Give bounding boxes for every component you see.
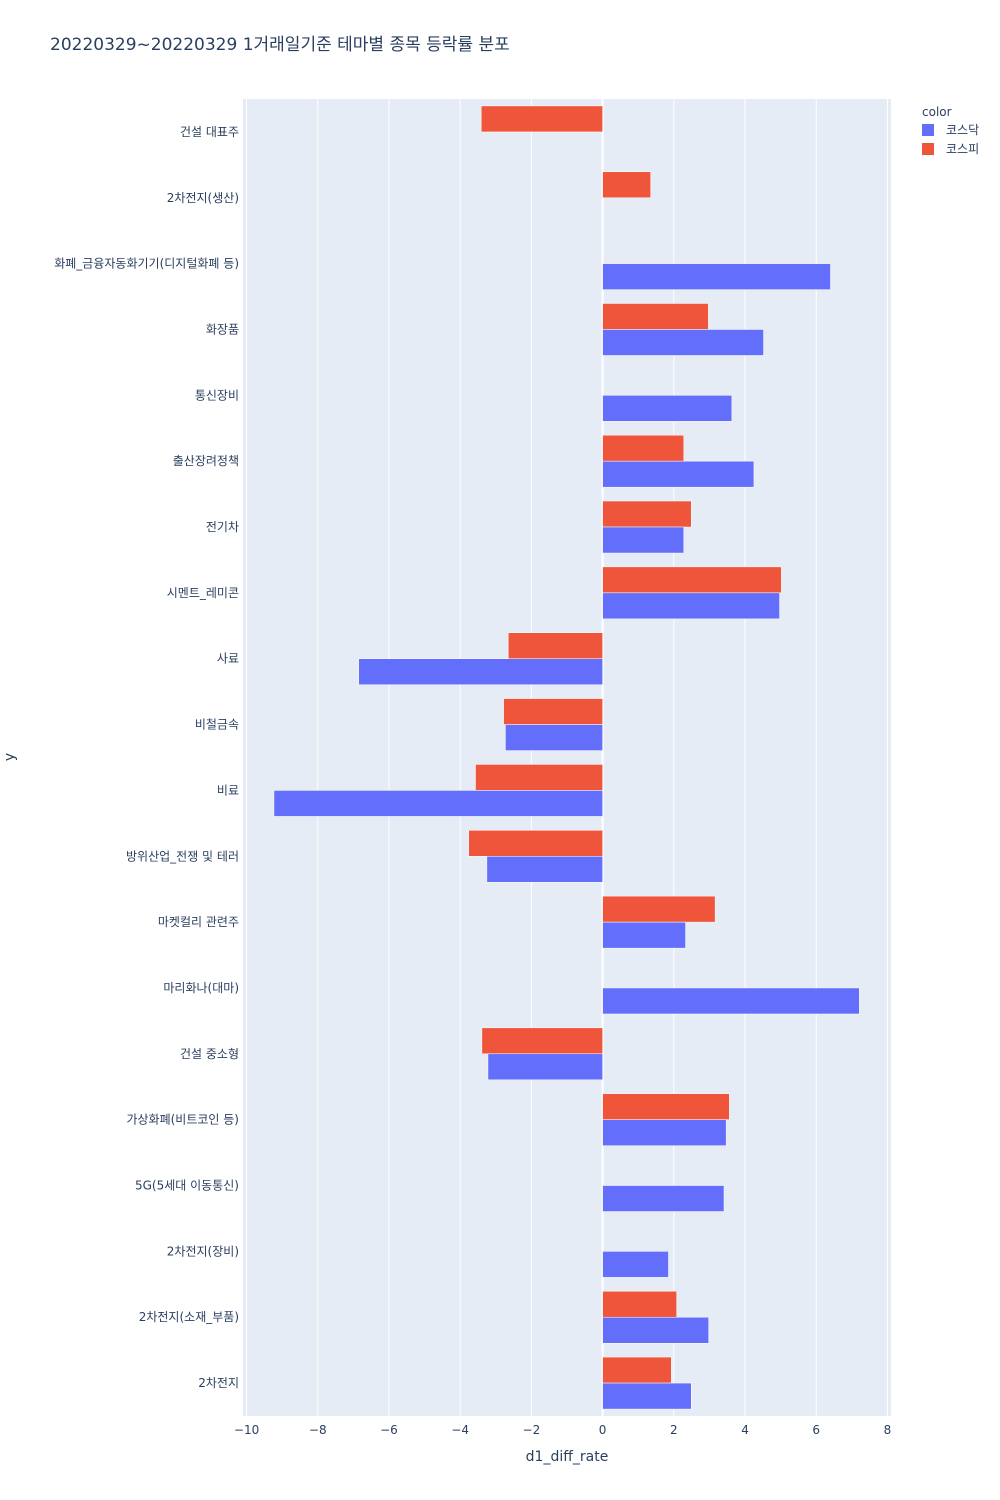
bar [602,263,831,290]
y-tick-label: 2차전지 [198,1376,239,1390]
y-tick-label: 비료 [217,783,239,797]
bar [602,1290,677,1318]
bar [602,895,716,923]
plot-area [243,99,891,1416]
y-tick-label: 건설 중소형 [180,1047,239,1061]
bar [503,698,603,725]
bars [273,105,860,1410]
y-tick-labels: 건설 대표주 2차전지(생산) 화폐_금융자동화기기(디지털화폐 등) 화장품통신장비… [54,125,239,1390]
bar [602,329,764,356]
bar [602,1119,727,1146]
bar [602,303,709,330]
y-tick-label: 2차전지(소재_부품) [139,1310,239,1324]
bar [602,526,685,554]
x-tick-label: −2 [523,1423,541,1437]
bar [273,790,603,817]
bar [602,460,755,488]
chart-title: 20220329~20220329 1거래일기준 테마별 종목 등락률 분포 [50,35,510,55]
y-tick-label: 사료 [217,652,239,666]
bar [602,1251,669,1278]
bar [602,500,692,528]
bar [475,764,603,791]
x-tick-label: −8 [309,1423,327,1437]
y-tick-label: 화폐_금융자동화기기(디지털화폐 등) [54,257,239,271]
x-tick-label: 8 [884,1423,892,1437]
bar [508,632,603,659]
bar [486,856,603,883]
bar [602,1356,672,1384]
y-axis-title: y [2,753,18,761]
bar [602,921,686,949]
legend-swatch [922,143,934,155]
x-tick-label: −4 [451,1423,469,1437]
bar [505,724,603,751]
bar [480,105,603,133]
x-tick-labels: −10 −8 −6 −4 −2 0 2 4 6 8 [234,1423,891,1437]
bar [602,1316,709,1344]
bar [602,1382,692,1410]
x-tick-label: 0 [599,1423,607,1437]
x-tick-label: 4 [741,1423,749,1437]
y-tick-label: 화장품 [206,322,239,336]
y-tick-label: 방위산업_전쟁 및 테러 [126,849,239,863]
x-tick-label: −10 [234,1423,259,1437]
x-tick-label: 2 [670,1423,678,1437]
y-tick-label: 전기차 [206,520,239,534]
bar [602,1093,730,1120]
bar [602,171,651,199]
y-tick-label: 마켓컬리 관련주 [158,915,239,929]
bar [602,566,782,594]
y-tick-label: 2차전지(장비) [167,1244,239,1258]
y-tick-label: 가상화폐(비트코인 등) [126,1113,239,1127]
legend-swatch [922,124,934,136]
bar [468,830,603,857]
x-axis-title: d1_diff_rate [526,1449,609,1465]
y-tick-label: 5G(5세대 이동통신) [135,1179,239,1193]
legend-label: 코스닥 [946,123,979,137]
legend-title: color [922,105,952,119]
y-tick-label: 비철금속 [195,718,239,732]
bar [481,1027,603,1055]
bar [602,434,685,462]
y-tick-label: 건설 대표주 [180,125,239,139]
bar [358,658,603,685]
bar [602,592,780,620]
y-tick-label: 마리화나(대마) [163,981,239,995]
y-tick-label: 출산장려정책 [173,453,239,468]
bar [602,395,733,422]
bar [602,1185,725,1212]
y-tick-label: 2차전지(생산) [167,191,239,205]
y-tick-label: 통신장비 [195,388,239,402]
x-tick-label: 6 [812,1423,820,1437]
legend-label: 코스피 [946,142,979,156]
bar [602,987,860,1015]
bar [487,1053,603,1081]
x-tick-label: −6 [380,1423,398,1437]
y-tick-label: 시멘트_레미콘 [167,586,239,600]
